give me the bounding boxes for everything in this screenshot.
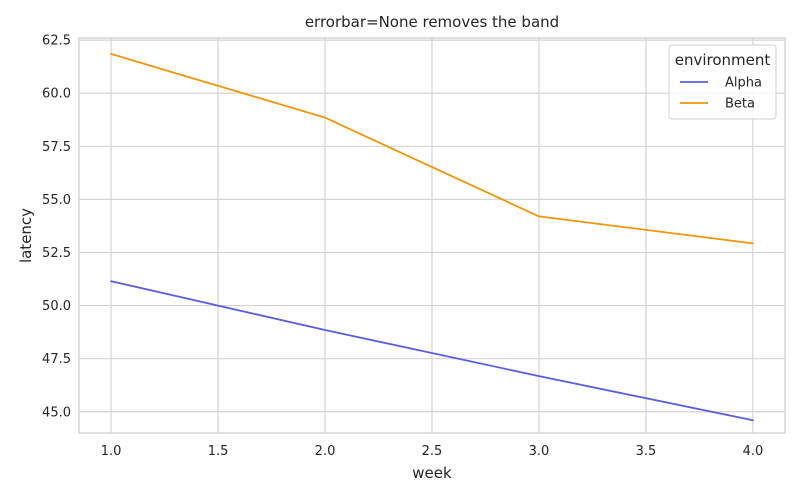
series-line-alpha [110,280,754,422]
x-tick-label: 2.0 [315,444,336,459]
y-tick-label: 50.0 [42,299,71,314]
x-tick-label: 1.0 [101,444,122,459]
legend-title: environment [675,51,771,69]
legend-label-beta: Beta [725,97,755,112]
y-tick-label: 60.0 [42,87,71,102]
series-lines [110,53,754,422]
x-tick-label: 3.5 [636,444,657,459]
plot-frame [78,37,786,434]
x-tick-label: 3.0 [529,444,550,459]
y-axis-label: latency [17,208,35,263]
y-tick-label: 47.5 [42,352,71,367]
y-tick-label: 62.5 [42,34,71,49]
y-tick-label: 45.0 [42,405,71,420]
y-tick-label: 55.0 [42,193,71,208]
y-tick-labels: 45.0 47.5 50.0 52.5 55.0 57.5 60.0 62.5 [42,34,71,421]
x-tick-label: 4.0 [743,444,764,459]
legend-items: Alpha Beta [680,76,762,112]
x-axis-label: week [412,464,452,482]
y-tick-label: 52.5 [42,246,71,261]
x-tick-labels: 1.0 1.5 2.0 2.5 3.0 3.5 4.0 [101,444,764,459]
chart-title: errorbar=None removes the band [305,13,559,31]
legend: environment Alpha Beta [668,44,777,120]
x-tick-label: 1.5 [208,444,229,459]
legend-box [668,44,777,120]
series-line-beta [110,53,754,245]
y-tick-label: 57.5 [42,140,71,155]
legend-label-alpha: Alpha [725,76,762,91]
x-tick-label: 2.5 [422,444,443,459]
grid [79,38,785,433]
